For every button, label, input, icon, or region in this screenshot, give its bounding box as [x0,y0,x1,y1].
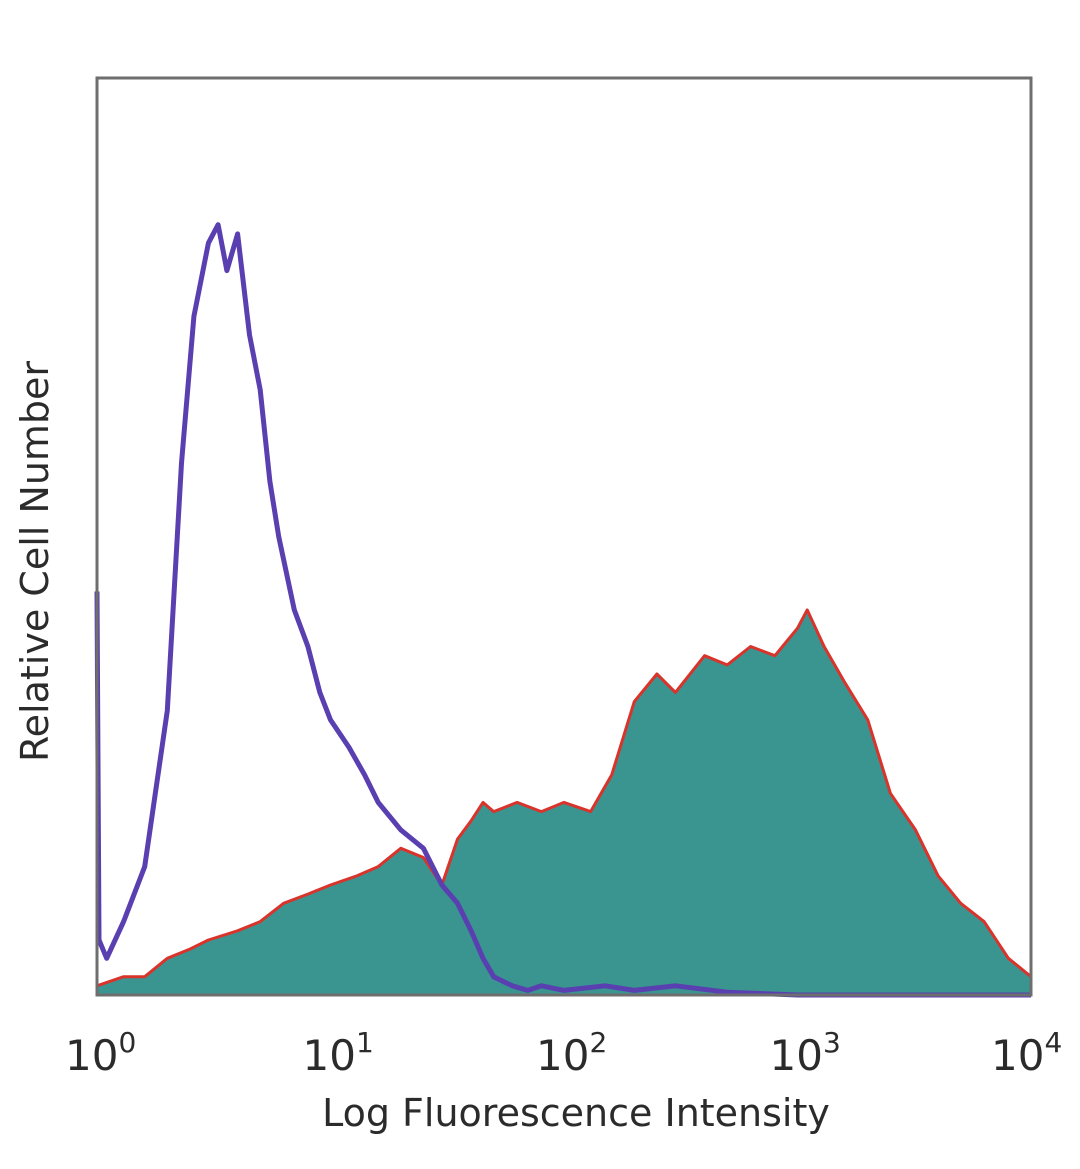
series-1-line [94,222,1031,998]
x-tick-label: 100 [65,1026,136,1080]
y-axis-title: Relative Cell Number [13,361,57,762]
series-layer [94,222,1032,998]
plot-frame [95,76,1033,997]
x-tick-label: 102 [536,1026,607,1080]
series-0-line [96,608,1032,988]
x-axis-title: Log Fluorescence Intensity [322,1091,830,1135]
x-tick-labels: 100 101 102 103 104 [65,1026,1062,1080]
x-tick-label: 103 [770,1026,841,1080]
x-tick-label: 104 [991,1026,1062,1080]
x-tick-label: 101 [303,1026,374,1080]
